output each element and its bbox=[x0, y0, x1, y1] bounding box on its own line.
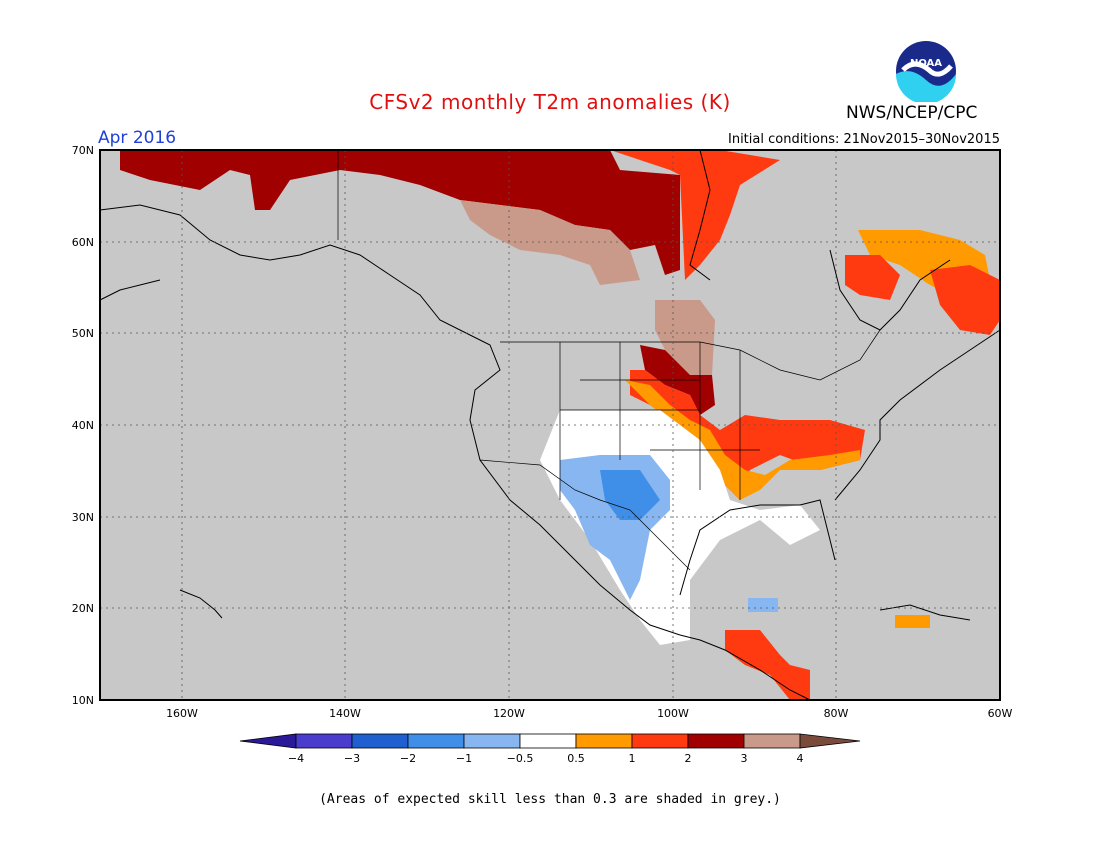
lat-tick-label: 30N bbox=[72, 511, 94, 524]
colorbar-label: −2 bbox=[400, 752, 416, 765]
lon-ticks: 160W 140W 120W 100W 80W 60W bbox=[166, 707, 1012, 720]
anomaly-region bbox=[895, 615, 930, 628]
colorbar-labels: −4 −3 −2 −1 −0.5 0.5 1 2 3 4 bbox=[288, 752, 804, 765]
anomaly-region bbox=[845, 255, 900, 300]
lat-tick-label: 50N bbox=[72, 327, 94, 340]
lon-tick-label: 140W bbox=[329, 707, 361, 720]
colorbar-label: −0.5 bbox=[507, 752, 534, 765]
lat-tick-label: 70N bbox=[72, 144, 94, 157]
colorbar-segment bbox=[351, 733, 409, 749]
colorbar-segment bbox=[631, 733, 689, 749]
map-frame bbox=[99, 149, 1001, 701]
lon-tick-label: 120W bbox=[493, 707, 525, 720]
colorbar-segment bbox=[519, 733, 577, 749]
anomaly-field bbox=[120, 150, 1000, 700]
anomaly-region bbox=[460, 200, 640, 285]
anomaly-region bbox=[120, 150, 680, 275]
colorbar-segment bbox=[575, 733, 633, 749]
lat-ticks: 70N 60N 50N 40N 30N 20N 10N bbox=[72, 144, 94, 707]
colorbar-label: 0.5 bbox=[567, 752, 585, 765]
lon-tick-label: 160W bbox=[166, 707, 198, 720]
noaa-logo-text: NOAA bbox=[910, 58, 942, 69]
noaa-logo: NOAA bbox=[896, 41, 956, 102]
valid-month: Apr 2016 bbox=[98, 128, 177, 148]
colorbar bbox=[239, 733, 861, 749]
anomaly-region bbox=[600, 470, 660, 520]
anomaly-region bbox=[725, 630, 810, 700]
initial-conditions: Initial conditions: 21Nov2015–30Nov2015 bbox=[728, 132, 1000, 147]
colorbar-label: 1 bbox=[629, 752, 636, 765]
colorbar-segment bbox=[295, 733, 353, 749]
lat-tick-label: 20N bbox=[72, 602, 94, 615]
anomaly-region bbox=[625, 380, 860, 500]
lon-tick-label: 80W bbox=[824, 707, 849, 720]
colorbar-arrow-low bbox=[239, 733, 297, 749]
anomaly-region bbox=[610, 150, 780, 280]
lat-tick-label: 60N bbox=[72, 236, 94, 249]
colorbar-segment bbox=[463, 733, 521, 749]
colorbar-segment bbox=[407, 733, 465, 749]
colorbar-label: −3 bbox=[344, 752, 360, 765]
colorbar-arrow-high bbox=[799, 733, 861, 749]
anomaly-region bbox=[748, 598, 778, 612]
colorbar-label: 3 bbox=[741, 752, 748, 765]
colorbar-segment bbox=[743, 733, 801, 749]
anomaly-region bbox=[930, 265, 1000, 335]
lon-tick-label: 60W bbox=[988, 707, 1013, 720]
colorbar-label: 2 bbox=[685, 752, 692, 765]
colorbar-label: −4 bbox=[288, 752, 304, 765]
lat-tick-label: 40N bbox=[72, 419, 94, 432]
lon-tick-label: 100W bbox=[657, 707, 689, 720]
borders bbox=[337, 150, 881, 571]
anomaly-region bbox=[630, 370, 865, 500]
skill-footnote: (Areas of expected skill less than 0.3 a… bbox=[319, 792, 781, 807]
colorbar-segment bbox=[687, 733, 745, 749]
lat-tick-label: 10N bbox=[72, 694, 94, 707]
colorbar-label: −1 bbox=[456, 752, 472, 765]
agency-label: NWS/NCEP/CPC bbox=[846, 103, 978, 123]
graticule bbox=[100, 150, 1000, 700]
colorbar-label: 4 bbox=[797, 752, 804, 765]
map-title: CFSv2 monthly T2m anomalies (K) bbox=[369, 90, 731, 114]
